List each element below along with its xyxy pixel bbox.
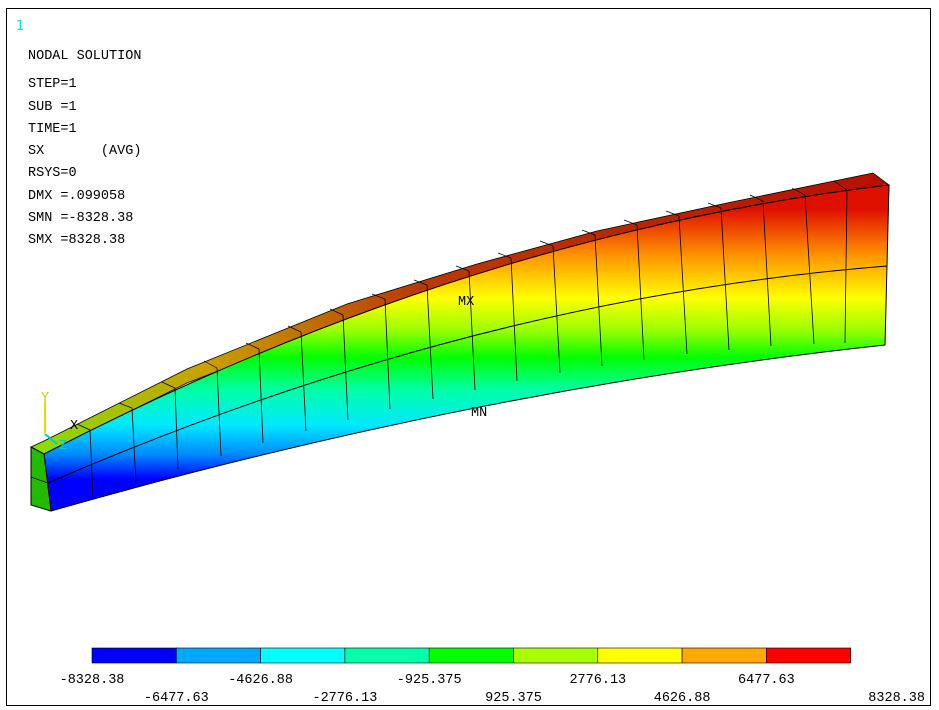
info-sub: SUB =1 [28, 99, 77, 115]
end-face-divider [30, 476, 49, 484]
axis-triad: Y X Z [41, 391, 78, 454]
legend-swatch-0 [91, 647, 177, 664]
contour-legend: -8328.38 -4626.88 -925.375 2776.13 6477.63 -6… [60, 647, 925, 706]
legend-label-bottom-1: -2776.13 [312, 691, 377, 706]
legend-swatch-8 [766, 647, 852, 664]
info-smn: SMN =-8328.38 [28, 211, 134, 227]
legend-label-top-3: 2776.13 [569, 673, 626, 688]
beam-side-face [43, 184, 890, 512]
plot-title: NODAL SOLUTION [28, 49, 142, 64]
legend-swatch-3 [344, 647, 430, 664]
axis-y-label: Y [41, 391, 49, 406]
solution-info: NODAL SOLUTION STEP=1 SUB =1 TIME=1 SX (… [28, 46, 141, 253]
info-component: SX (AVG) [28, 144, 142, 160]
axis-x-label: X [70, 419, 78, 434]
legend-label-top-2: -925.375 [397, 673, 462, 688]
graphics-viewport[interactable]: 1 NODAL SOLUTION STEP=1 SUB =1 TIME=1 SX… [6, 8, 931, 706]
legend-swatch-2 [260, 647, 346, 664]
info-step: STEP=1 [28, 77, 77, 93]
window-number: 1 [16, 19, 24, 34]
top-face-element-lines [76, 180, 848, 431]
info-time: TIME=1 [28, 121, 77, 137]
legend-label-top-4: 6477.63 [738, 673, 795, 688]
beam-contour-plot: MX MN Y X Z -8328.38 -4626.88 -925.375 2776… [30, 172, 925, 706]
legend-label-bottom-0: -6477.63 [144, 691, 209, 706]
legend-label-top-0: -8328.38 [60, 673, 125, 688]
mesh-element-lines [89, 189, 848, 497]
info-smx: SMX =8328.38 [28, 233, 126, 249]
axis-z-label: Z [59, 439, 67, 454]
legend-label-bottom-2: 925.375 [485, 691, 542, 706]
legend-label-top-1: -4626.88 [228, 673, 293, 688]
beam-end-face [30, 446, 52, 512]
legend-swatch-6 [597, 647, 683, 664]
legend-swatch-7 [681, 647, 767, 664]
legend-swatch-4 [428, 647, 514, 664]
info-rsys: RSYS=0 [28, 166, 77, 182]
min-marker: MN [471, 406, 487, 421]
info-dmx: DMX =.099058 [28, 188, 126, 204]
legend-swatch-5 [513, 647, 599, 664]
legend-swatch-1 [176, 647, 261, 664]
legend-label-bottom-3: 4626.88 [654, 691, 711, 706]
legend-label-bottom-4: 8328.38 [868, 691, 925, 706]
max-marker: MX [458, 295, 474, 310]
